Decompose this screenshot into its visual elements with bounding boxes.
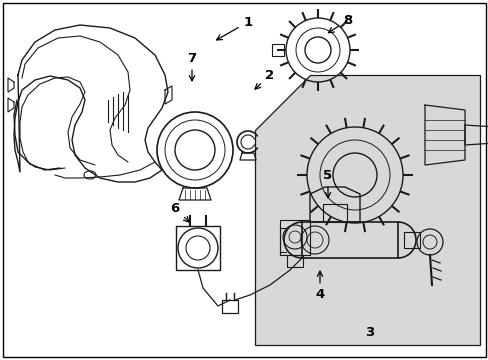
- Text: 5: 5: [323, 168, 332, 198]
- Text: 3: 3: [365, 325, 374, 338]
- Text: 4: 4: [315, 271, 324, 302]
- Text: 6: 6: [170, 202, 189, 222]
- Polygon shape: [254, 75, 479, 345]
- Text: 2: 2: [255, 68, 274, 89]
- Text: 1: 1: [216, 15, 252, 40]
- Text: 8: 8: [328, 14, 352, 33]
- Text: 7: 7: [187, 51, 196, 81]
